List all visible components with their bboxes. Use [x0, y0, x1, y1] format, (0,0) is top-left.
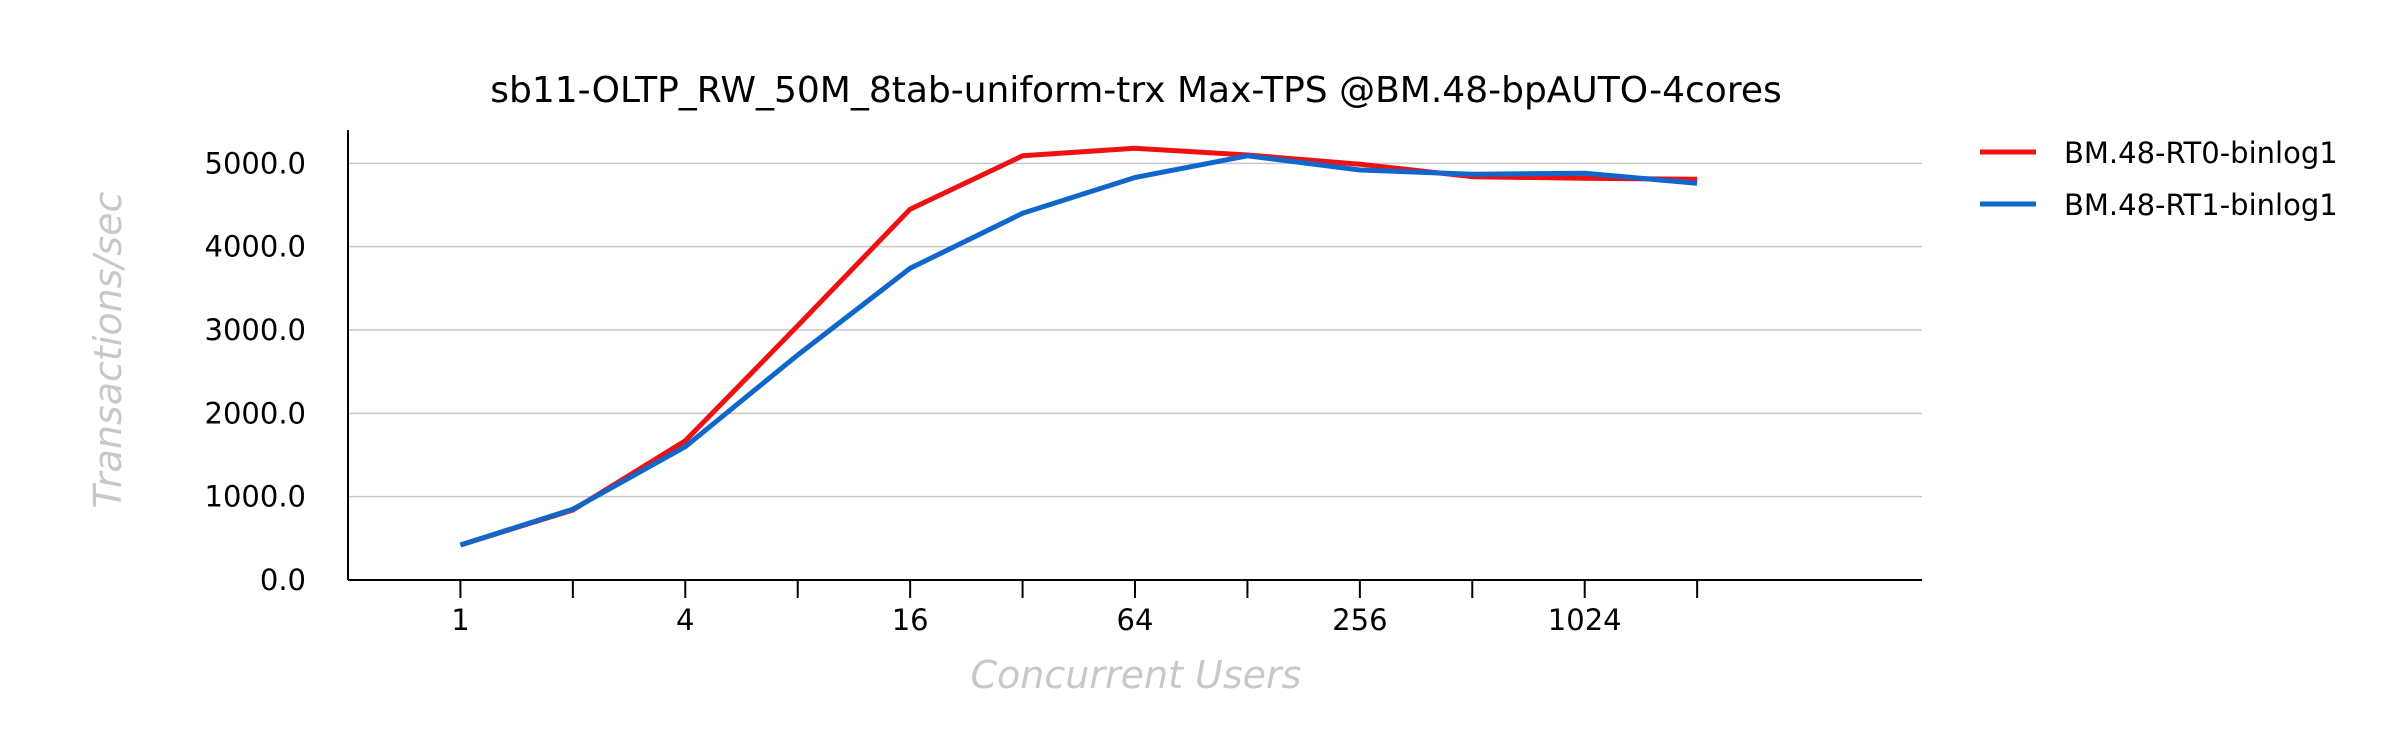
legend-label: BM.48-RT0-binlog1	[2064, 136, 2338, 170]
x-tick-label: 1	[451, 603, 469, 637]
y-tick-label: 5000.0	[205, 146, 306, 180]
x-tick-label: 256	[1332, 603, 1387, 637]
y-tick-label: 3000.0	[205, 313, 306, 347]
x-tick-label: 64	[1117, 603, 1154, 637]
y-tick-label: 1000.0	[205, 480, 306, 514]
x-axis-title: Concurrent Users	[971, 653, 1302, 697]
y-tick-label: 0.0	[260, 563, 306, 597]
x-tick-label: 16	[892, 603, 929, 637]
legend-label: BM.48-RT1-binlog1	[2064, 188, 2338, 222]
y-axis-title: Transactions/sec	[86, 192, 130, 509]
x-tick-label: 1024	[1548, 603, 1622, 637]
series-line-1	[459, 145, 1698, 548]
x-tick-label: 4	[676, 603, 694, 637]
y-tick-label: 4000.0	[205, 230, 306, 264]
series-lines	[459, 145, 1698, 548]
series-line-2	[459, 153, 1698, 548]
legend: BM.48-RT0-binlog1 BM.48-RT1-binlog1	[1980, 136, 2338, 222]
chart-title: sb11-OLTP_RW_50M_8tab-uniform-trx Max-TP…	[490, 70, 1781, 111]
axes: 0.0 1000.0 2000.0 3000.0 4000.0 5000.0 1 4 16 64 2…	[205, 130, 1922, 637]
y-tick-label: 2000.0	[205, 396, 306, 430]
gridlines	[348, 162, 1922, 498]
